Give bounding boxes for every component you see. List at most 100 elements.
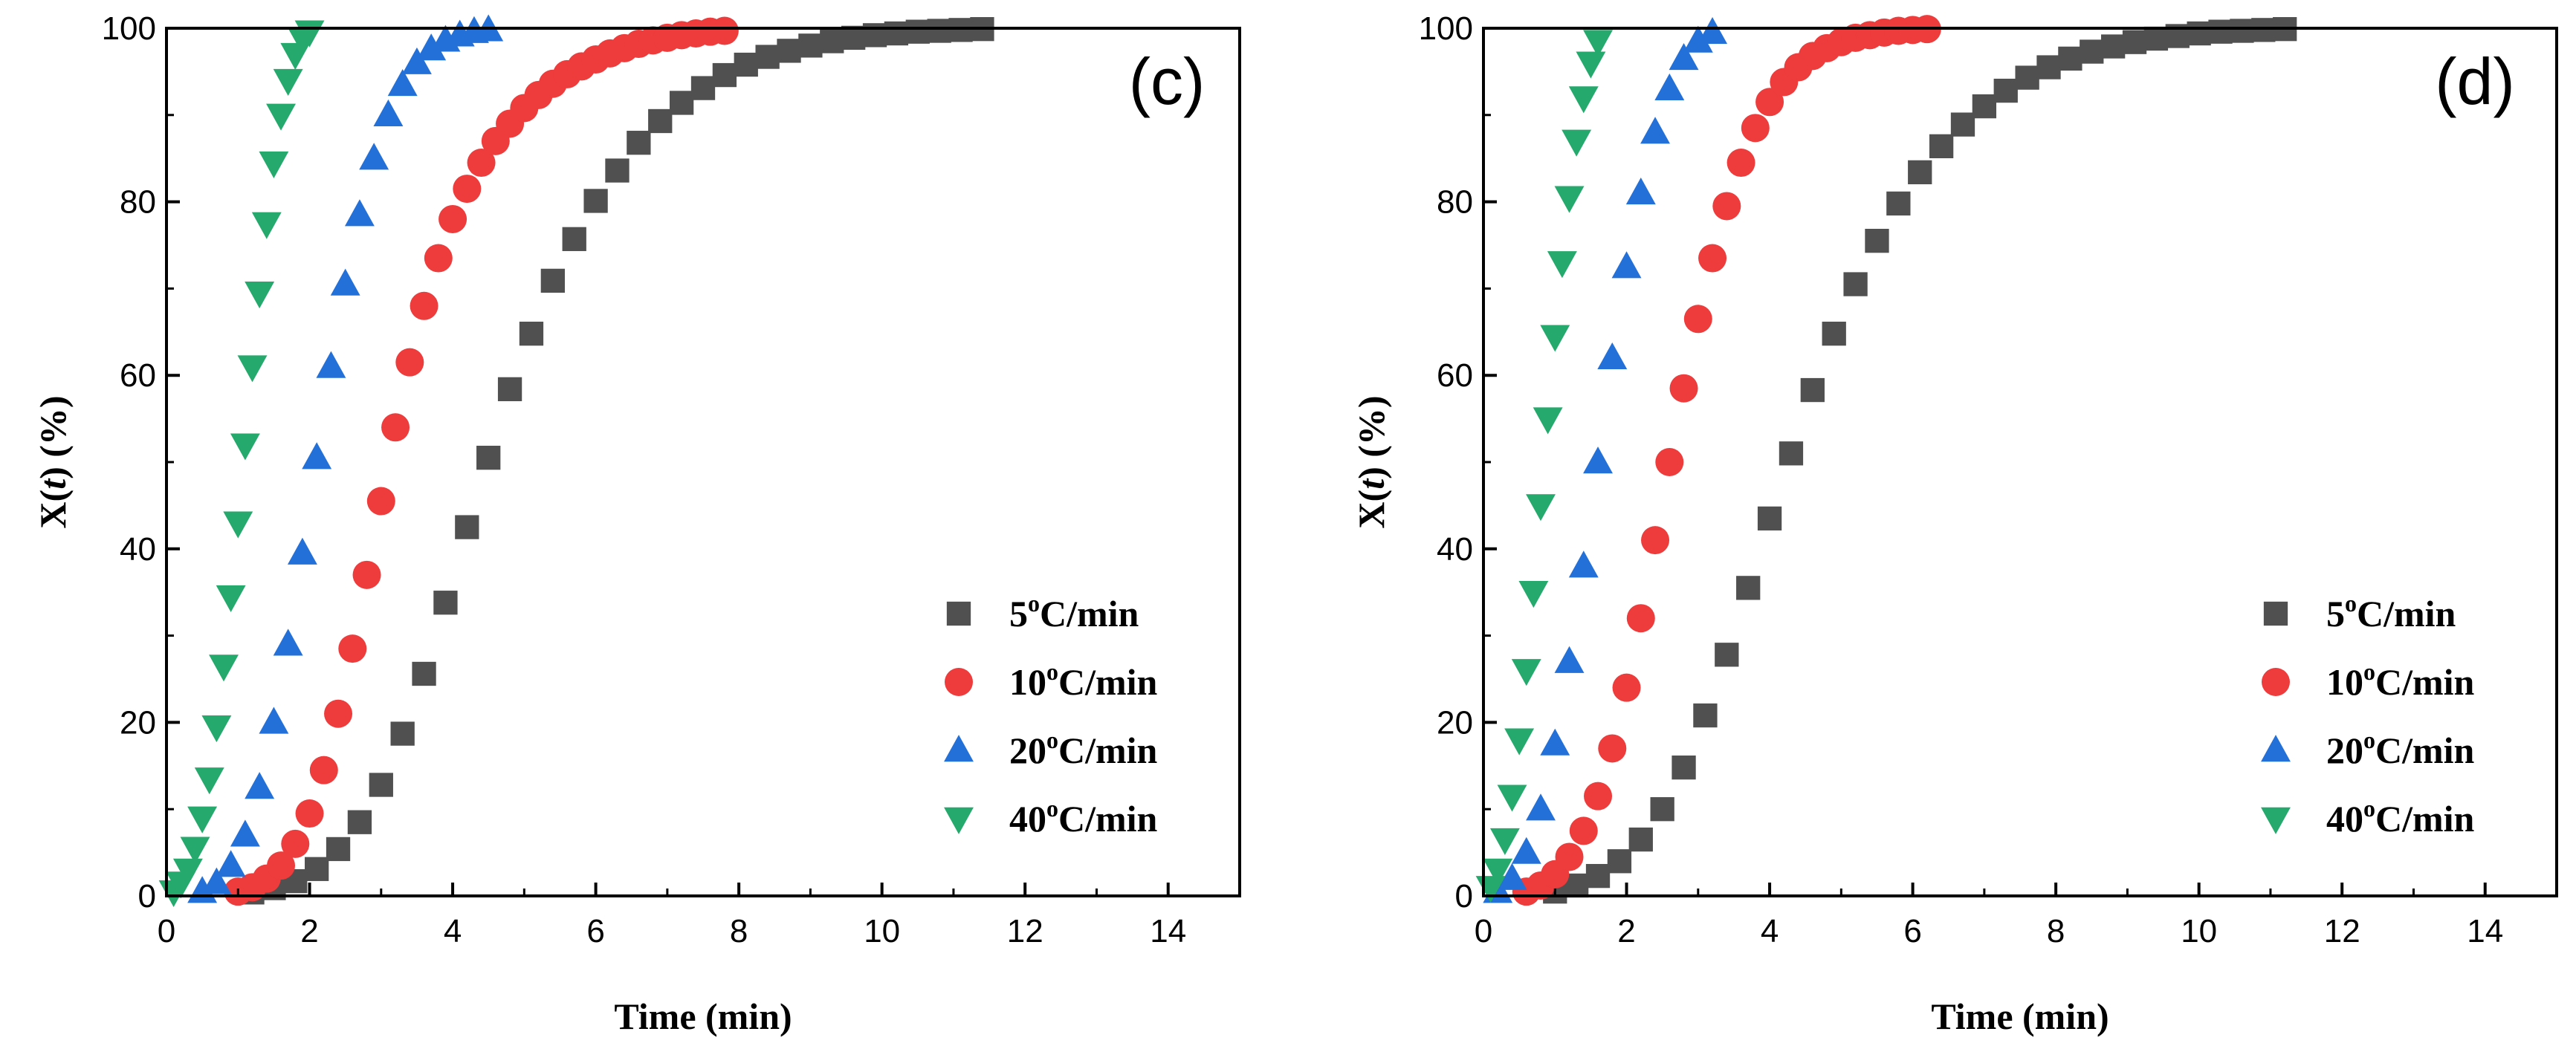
data-point-40C: [1547, 251, 1577, 279]
data-point-10C: [1755, 88, 1784, 117]
data-point-10C: [366, 487, 395, 516]
data-points-d: [1475, 15, 2297, 906]
data-point-40C: [1576, 51, 1606, 79]
data-point-5C: [712, 62, 737, 88]
data-point-40C: [273, 68, 303, 96]
data-point-20C: [1669, 42, 1699, 71]
data-point-10C: [395, 348, 424, 377]
legend-rate-value: 10: [2326, 661, 2363, 703]
data-point-10C: [1726, 149, 1755, 178]
data-point-5C: [2080, 39, 2104, 64]
axis-ticks: [1482, 27, 2487, 897]
data-point-5C: [648, 108, 673, 134]
legend-rate-value: 40: [2326, 798, 2363, 839]
legend-unit: C/min: [1040, 593, 1139, 634]
data-point-40C: [187, 806, 218, 834]
data-point-10C: [424, 244, 453, 273]
data-point-5C: [562, 227, 586, 251]
panel-label: (c): [1129, 45, 1206, 118]
legend-unit: C/min: [2357, 593, 2456, 634]
data-point-20C: [1640, 117, 1670, 144]
data-point-5C: [455, 515, 479, 539]
data-point-5C: [2208, 19, 2233, 44]
data-point-5C: [476, 446, 501, 470]
legend-unit: C/min: [1058, 798, 1158, 839]
x-tick-label: 2: [1617, 913, 1635, 949]
data-point-40C: [1504, 728, 1535, 756]
data-point-10C: [467, 149, 496, 178]
data-point-10C: [1712, 192, 1741, 221]
legend-rate-value: 20: [2326, 730, 2363, 771]
data-point-20C: [1597, 342, 1628, 370]
data-point-5C: [2058, 46, 2083, 71]
data-point-5C: [927, 19, 951, 43]
data-point-10C: [453, 175, 482, 204]
data-point-5C: [519, 321, 544, 346]
data-point-20C: [1497, 863, 1527, 890]
data-point-5C: [1607, 849, 1632, 874]
y-axis-title-unit: ) (%): [1350, 395, 1392, 478]
x-tick-label: 0: [158, 913, 175, 949]
data-point-5C: [2251, 18, 2276, 42]
y-tick-label: 40: [120, 531, 156, 568]
y-tick-label: 100: [1419, 10, 1473, 47]
data-point-5C: [1628, 827, 1653, 852]
x-tick-label: 10: [864, 913, 900, 949]
data-point-5C: [1757, 506, 1782, 531]
legend-marker-40C: [944, 807, 974, 834]
data-point-10C: [1569, 816, 1598, 845]
data-point-20C: [387, 69, 418, 97]
data-point-5C: [1908, 160, 1932, 185]
data-point-5C: [1715, 643, 1739, 667]
legend-marker-40C: [2261, 807, 2291, 834]
data-point-40C: [1583, 30, 1613, 57]
data-point-40C: [1489, 828, 1520, 855]
data-point-10C: [309, 756, 338, 784]
legend-degree-sup: o: [2363, 658, 2375, 685]
data-point-5C: [2036, 55, 2061, 79]
legend-degree-sup: o: [1046, 658, 1058, 685]
y-axis-title-var: t: [32, 478, 74, 490]
legend-degree-sup: o: [1028, 590, 1040, 617]
data-point-5C: [690, 76, 716, 100]
legend-degree-sup: o: [1046, 727, 1058, 753]
data-point-10C: [410, 291, 438, 320]
legend-unit: C/min: [2375, 661, 2475, 703]
data-point-20C: [1568, 550, 1599, 578]
data-point-5C: [1672, 755, 1696, 780]
data-point-10C: [352, 560, 381, 589]
data-point-5C: [390, 721, 415, 746]
data-point-5C: [884, 21, 909, 46]
data-point-20C: [1625, 178, 1656, 205]
data-point-40C: [230, 433, 260, 461]
panel-label: (d): [2435, 45, 2515, 118]
legend-rate-value: 40: [1009, 798, 1046, 839]
data-point-10C: [281, 829, 310, 858]
data-point-5C: [326, 837, 351, 862]
legend-marker-5C: [946, 601, 971, 626]
data-point-5C: [1993, 78, 2018, 103]
y-tick-labels: 0 20 40 60 80 100: [102, 10, 156, 915]
legend-unit: C/min: [1058, 661, 1158, 703]
data-point-20C: [359, 143, 389, 170]
data-point-5C: [2230, 19, 2254, 43]
data-point-20C: [1683, 25, 1713, 53]
data-point-40C: [216, 585, 246, 612]
data-point-20C: [245, 772, 275, 799]
x-tick-label: 14: [2467, 913, 2503, 949]
y-tick-label: 60: [120, 357, 156, 394]
data-point-40C: [1483, 858, 1513, 886]
data-point-10C: [1669, 374, 1698, 403]
data-points-c: [158, 14, 994, 908]
data-point-40C: [180, 837, 210, 864]
data-point-5C: [605, 158, 630, 183]
x-tick-labels: 0 2 4 6 8 10 12 14: [1475, 913, 2503, 949]
data-point-5C: [755, 45, 780, 69]
data-point-20C: [373, 99, 404, 126]
data-point-5C: [948, 18, 973, 42]
data-point-5C: [820, 29, 844, 53]
legend-marker-20C: [2261, 735, 2291, 762]
data-point-20C: [1540, 728, 1570, 756]
